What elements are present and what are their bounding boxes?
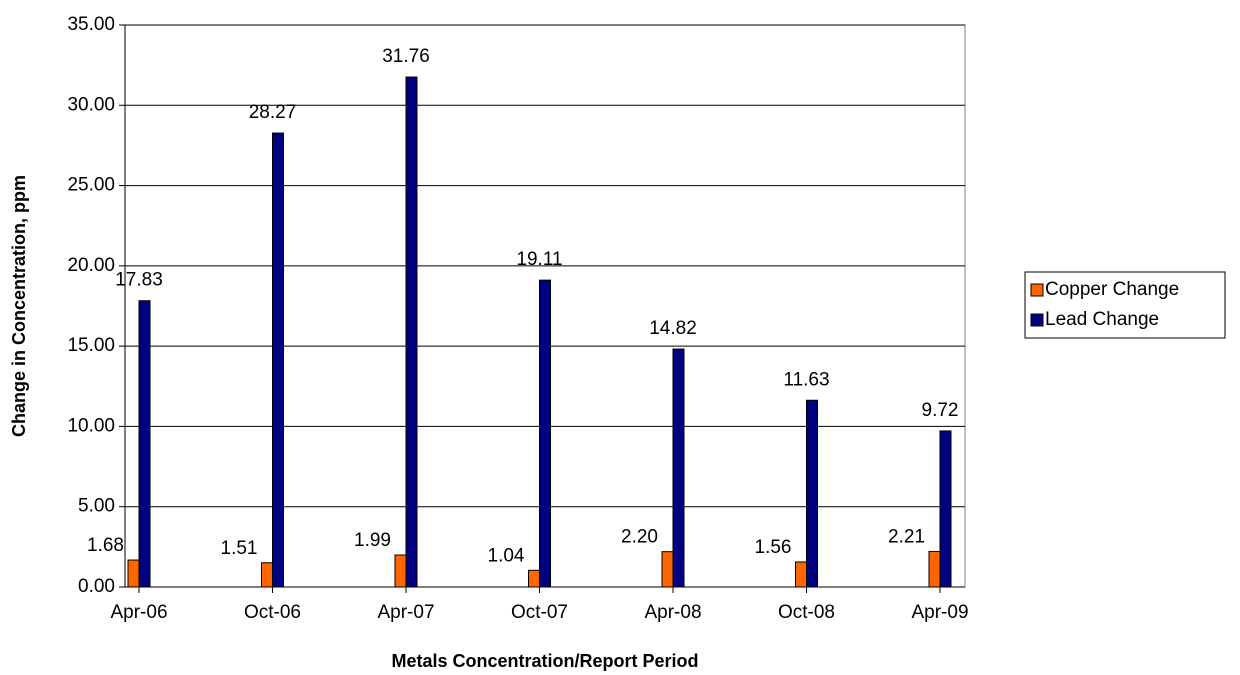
bar: [394, 554, 407, 588]
x-axis-title: Metals Concentration/Report Period: [391, 651, 698, 671]
data-label: 1.99: [354, 530, 391, 551]
legend-swatch: [1030, 283, 1044, 297]
legend-swatch: [1030, 313, 1044, 327]
y-tick-label: 30.00: [67, 94, 115, 115]
y-tick-label: 20.00: [67, 255, 115, 276]
bar: [138, 300, 151, 588]
data-label: 31.76: [382, 46, 430, 67]
bar: [539, 279, 551, 588]
x-tick-label: Apr-07: [377, 602, 434, 623]
data-label: 17.83: [115, 270, 163, 291]
legend-label: Copper Change: [1045, 279, 1179, 300]
data-label: 1.68: [87, 535, 124, 556]
data-label: 9.72: [922, 400, 959, 421]
data-label: 2.21: [888, 527, 925, 548]
data-label: 1.04: [488, 545, 525, 566]
bar: [806, 399, 818, 588]
bar: [127, 559, 140, 588]
data-label: 14.82: [649, 318, 697, 339]
bar: [928, 551, 941, 588]
legend-label: Lead Change: [1045, 309, 1159, 330]
data-label: 28.27: [249, 102, 297, 123]
bar: [661, 551, 674, 588]
x-tick-label: Apr-08: [644, 602, 701, 623]
data-label: 1.51: [221, 538, 258, 559]
bar: [795, 561, 807, 588]
data-label: 11.63: [783, 369, 829, 390]
data-label: 2.20: [621, 527, 658, 548]
y-tick-label: 15.00: [67, 335, 115, 356]
y-tick-label: 5.00: [78, 496, 115, 517]
y-tick-label: 10.00: [67, 415, 115, 436]
bar: [405, 76, 418, 588]
y-axis-title: Change in Concentration, ppm: [9, 175, 29, 437]
x-tick-label: Oct-06: [244, 602, 301, 623]
bar: [672, 348, 685, 588]
data-label: 1.56: [755, 537, 792, 558]
bar: [939, 430, 952, 588]
legend-box: [1024, 271, 1226, 339]
x-tick-label: Apr-06: [110, 602, 167, 623]
bar: [261, 562, 273, 588]
bar: [272, 132, 284, 588]
y-tick-label: 35.00: [67, 14, 115, 35]
bar: [528, 569, 540, 588]
x-tick-label: Oct-08: [778, 602, 835, 623]
y-tick-label: 25.00: [67, 175, 115, 196]
x-tick-label: Apr-09: [911, 602, 968, 623]
x-tick-label: Oct-07: [511, 602, 568, 623]
y-tick-label: 0.00: [78, 576, 115, 597]
data-label: 19.11: [516, 249, 562, 270]
